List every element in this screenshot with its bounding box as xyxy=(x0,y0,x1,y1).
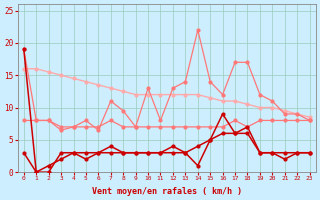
X-axis label: Vent moyen/en rafales ( km/h ): Vent moyen/en rafales ( km/h ) xyxy=(92,187,242,196)
